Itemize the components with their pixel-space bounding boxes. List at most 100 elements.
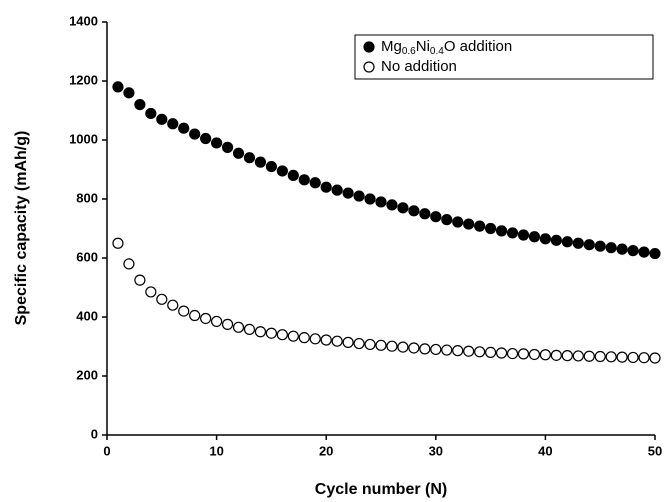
legend-box xyxy=(354,34,654,80)
data-point xyxy=(287,169,299,181)
x-tick-label: 40 xyxy=(538,443,552,458)
data-point xyxy=(353,337,365,350)
data-point xyxy=(627,245,639,257)
data-point xyxy=(221,318,234,330)
data-point xyxy=(539,233,552,245)
data-point xyxy=(572,350,584,362)
x-tick-label: 10 xyxy=(209,443,223,458)
data-point xyxy=(123,87,135,99)
data-point xyxy=(276,329,288,341)
data-point xyxy=(506,347,519,360)
legend-label: No addition xyxy=(381,58,457,75)
data-point xyxy=(320,334,332,346)
y-tick-label: 600 xyxy=(76,249,98,264)
data-point xyxy=(156,293,168,305)
data-point xyxy=(134,98,146,111)
data-point xyxy=(583,239,595,251)
data-point xyxy=(178,122,190,134)
legend-marker xyxy=(363,61,375,73)
data-point xyxy=(243,323,256,335)
data-point xyxy=(528,348,541,361)
data-point xyxy=(342,336,354,348)
data-point xyxy=(287,330,299,342)
data-point xyxy=(649,247,661,260)
data-point xyxy=(495,347,508,359)
data-point xyxy=(605,242,617,254)
data-point xyxy=(211,315,223,328)
data-point xyxy=(309,177,321,189)
data-point xyxy=(594,240,606,252)
data-point xyxy=(232,147,245,159)
data-point xyxy=(649,352,661,364)
data-point xyxy=(594,350,606,363)
data-point xyxy=(134,274,146,286)
data-point xyxy=(221,141,234,153)
data-point xyxy=(572,237,584,249)
data-point xyxy=(298,174,310,186)
data-point xyxy=(232,321,245,333)
data-point xyxy=(375,196,387,208)
data-point xyxy=(419,208,431,220)
data-point xyxy=(375,339,387,351)
data-point xyxy=(145,286,157,298)
data-point xyxy=(561,350,573,362)
data-point xyxy=(167,118,179,130)
data-point xyxy=(112,81,124,93)
data-point xyxy=(485,222,497,235)
data-point xyxy=(364,193,376,205)
data-point xyxy=(211,137,223,149)
legend-marker xyxy=(363,41,375,53)
data-point xyxy=(408,205,420,217)
data-point xyxy=(200,132,212,145)
data-point xyxy=(517,348,530,360)
data-point xyxy=(309,333,321,345)
data-point xyxy=(167,299,179,311)
data-point xyxy=(627,351,639,364)
data-point xyxy=(528,231,541,243)
data-point xyxy=(474,220,486,232)
data-point xyxy=(463,218,475,230)
x-axis-title: Cycle number (N) xyxy=(315,481,447,498)
data-point xyxy=(254,156,267,168)
data-point xyxy=(386,199,398,211)
data-point xyxy=(386,340,398,352)
data-point xyxy=(561,236,573,248)
x-tick-label: 20 xyxy=(319,443,333,458)
data-point xyxy=(243,152,256,164)
data-point xyxy=(430,211,442,223)
data-point xyxy=(517,229,530,241)
data-point xyxy=(265,160,277,173)
data-point xyxy=(583,350,595,362)
data-point xyxy=(452,345,464,357)
data-point xyxy=(441,344,453,356)
data-point xyxy=(550,349,562,361)
data-point xyxy=(616,243,628,255)
data-point xyxy=(550,234,562,246)
data-point xyxy=(485,346,497,358)
data-point xyxy=(298,332,310,344)
x-tick-label: 0 xyxy=(103,443,110,458)
data-point xyxy=(452,216,464,228)
data-point xyxy=(397,202,409,214)
y-tick-label: 1400 xyxy=(69,13,98,28)
data-point xyxy=(474,346,486,358)
data-point xyxy=(364,338,376,351)
data-point xyxy=(112,237,124,249)
data-point xyxy=(156,113,168,125)
data-point xyxy=(254,326,267,338)
data-point xyxy=(408,342,420,354)
data-point xyxy=(189,128,201,140)
y-tick-label: 0 xyxy=(91,426,98,441)
data-point xyxy=(265,327,277,339)
x-tick-label: 30 xyxy=(429,443,443,458)
y-tick-label: 200 xyxy=(76,367,98,382)
data-point xyxy=(397,341,409,353)
data-point xyxy=(430,343,442,356)
data-point xyxy=(178,305,190,317)
data-point xyxy=(353,190,365,202)
data-point xyxy=(320,181,332,193)
data-point xyxy=(331,184,343,196)
data-point xyxy=(605,351,617,363)
data-point xyxy=(616,351,628,363)
